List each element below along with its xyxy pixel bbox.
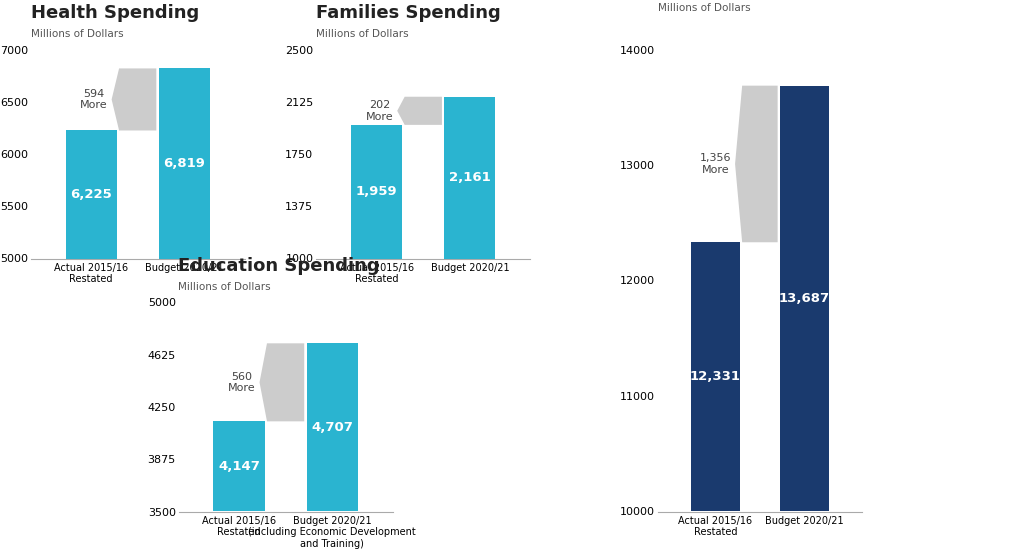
Bar (444, 97, 495, 258)
Text: Health Spending: Health Spending (31, 3, 199, 21)
Text: Millions of Dollars: Millions of Dollars (31, 29, 123, 38)
Bar (307, 343, 358, 512)
Text: Millions of Dollars: Millions of Dollars (316, 29, 409, 38)
Text: 1,356
More: 1,356 More (699, 153, 731, 175)
Polygon shape (735, 86, 776, 242)
Bar (159, 68, 210, 258)
Polygon shape (259, 343, 304, 421)
Bar (780, 86, 827, 512)
Text: 594
More: 594 More (81, 89, 108, 110)
Text: 202
More: 202 More (366, 100, 393, 122)
Bar (65, 130, 116, 258)
Text: 13,687: 13,687 (777, 292, 829, 305)
Text: 4,147: 4,147 (218, 460, 260, 473)
Bar (213, 421, 264, 512)
Text: Millions of Dollars: Millions of Dollars (657, 3, 750, 13)
Text: 1,959: 1,959 (356, 185, 397, 198)
Text: 4,707: 4,707 (311, 421, 353, 434)
Text: Families Spending: Families Spending (316, 3, 500, 21)
Text: 6,225: 6,225 (70, 188, 112, 201)
Text: Education Spending: Education Spending (178, 256, 380, 274)
Text: 6,819: 6,819 (163, 157, 205, 170)
Text: Millions of Dollars: Millions of Dollars (178, 282, 271, 292)
Text: 12,331: 12,331 (690, 370, 741, 383)
Text: 2,161: 2,161 (448, 171, 490, 184)
Polygon shape (111, 68, 156, 130)
Polygon shape (396, 97, 441, 125)
Bar (691, 242, 739, 512)
Text: 560
More: 560 More (228, 372, 256, 393)
Bar (351, 125, 401, 258)
